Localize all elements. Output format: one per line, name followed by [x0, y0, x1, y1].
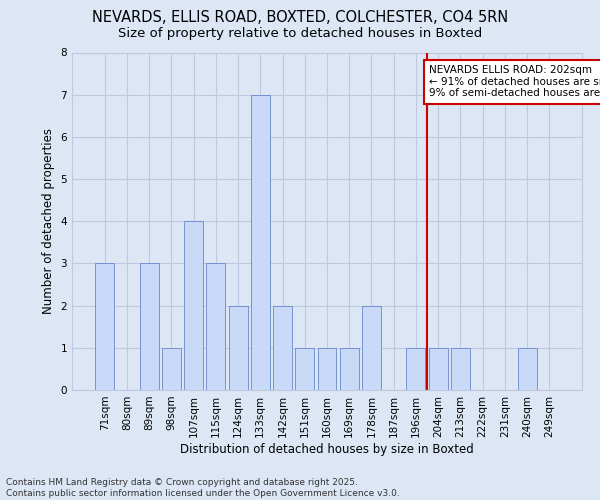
Text: Contains HM Land Registry data © Crown copyright and database right 2025.
Contai: Contains HM Land Registry data © Crown c…: [6, 478, 400, 498]
Bar: [229, 306, 248, 390]
Bar: [340, 348, 359, 390]
Bar: [317, 348, 337, 390]
Text: NEVARDS, ELLIS ROAD, BOXTED, COLCHESTER, CO4 5RN: NEVARDS, ELLIS ROAD, BOXTED, COLCHESTER,…: [92, 10, 508, 25]
Bar: [273, 306, 292, 390]
Bar: [184, 221, 203, 390]
Bar: [451, 348, 470, 390]
Bar: [251, 94, 270, 390]
Bar: [518, 348, 536, 390]
Bar: [140, 264, 158, 390]
Text: Size of property relative to detached houses in Boxted: Size of property relative to detached ho…: [118, 28, 482, 40]
Y-axis label: Number of detached properties: Number of detached properties: [42, 128, 55, 314]
Bar: [295, 348, 314, 390]
Bar: [429, 348, 448, 390]
Bar: [362, 306, 381, 390]
Text: NEVARDS ELLIS ROAD: 202sqm
← 91% of detached houses are smaller (30)
9% of semi-: NEVARDS ELLIS ROAD: 202sqm ← 91% of deta…: [429, 65, 600, 98]
Bar: [206, 264, 225, 390]
Bar: [95, 264, 114, 390]
X-axis label: Distribution of detached houses by size in Boxted: Distribution of detached houses by size …: [180, 442, 474, 456]
Bar: [406, 348, 425, 390]
Bar: [162, 348, 181, 390]
